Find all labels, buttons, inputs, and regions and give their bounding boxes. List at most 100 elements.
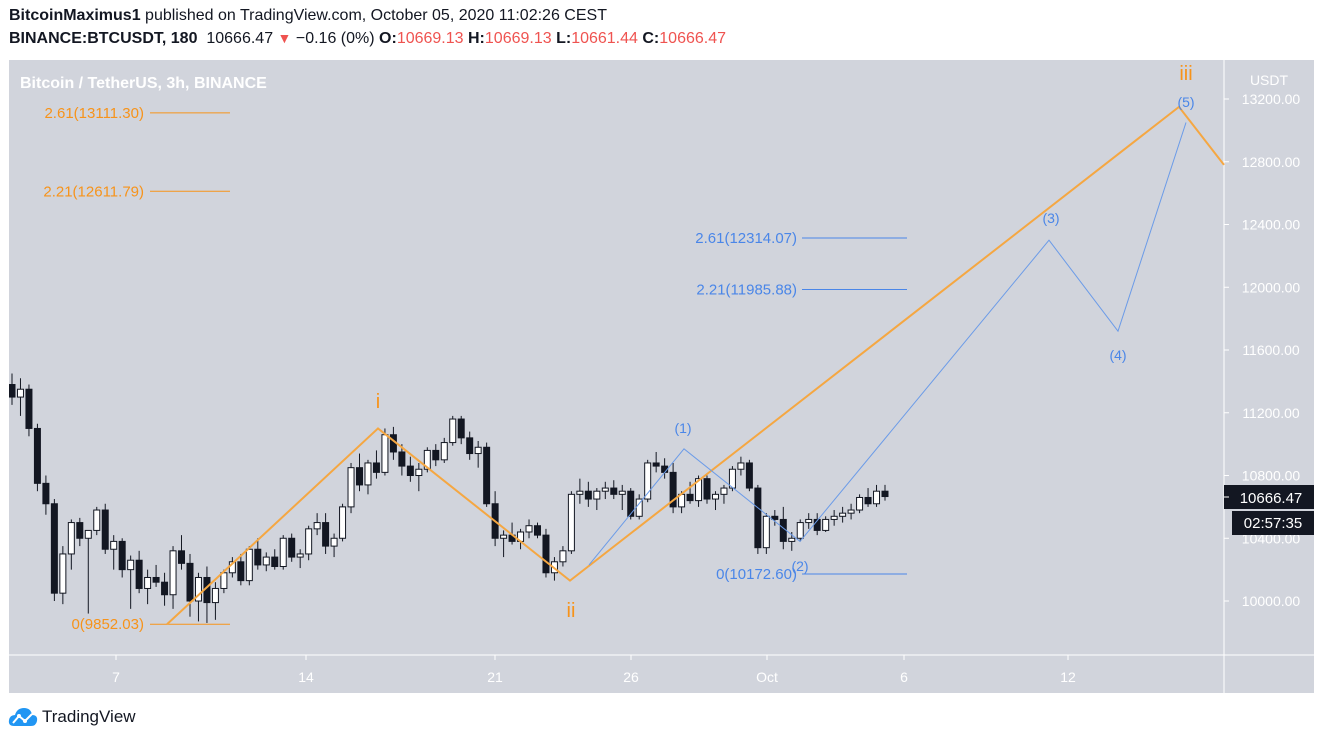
candle-up [169, 550, 177, 596]
candle-up [618, 490, 626, 495]
candle-up [873, 490, 881, 505]
candle-up [279, 537, 287, 568]
candle-down [406, 465, 414, 477]
tradingview-footer[interactable]: TradingView [8, 706, 136, 728]
candle-down [8, 384, 16, 398]
close-label: C: [642, 30, 660, 47]
candle-down [745, 462, 753, 489]
candle-down [254, 548, 262, 566]
candle-up [347, 467, 355, 508]
fib-extension-orange[interactable]: 2.61(13111.30) 2.21(12611.79) 0(9852.03) [43, 105, 230, 633]
candle-up [59, 553, 67, 594]
candle-up [110, 540, 118, 550]
candle-down [652, 462, 660, 467]
candle-up [720, 487, 728, 495]
publish-header: BitcoinMaximus1 published on TradingView… [9, 7, 607, 25]
price-tick-label: 10000.00 [1242, 593, 1301, 609]
candle-down [864, 496, 872, 505]
candle-down [779, 518, 787, 542]
time-tick-label: 26 [623, 669, 639, 685]
chart-legend: Bitcoin / TetherUS, 3h, BINANCE [20, 75, 267, 92]
time-tick-label: 12 [1060, 669, 1076, 685]
candle-down [533, 525, 541, 536]
candle-down [457, 418, 465, 439]
candle-up [822, 518, 830, 531]
candle-up [211, 587, 219, 604]
price-axis[interactable]: 13200.00 12800.00 12400.00 12000.00 11600.00… [1224, 91, 1300, 609]
candle-down [161, 581, 169, 596]
candle-down [483, 446, 491, 505]
candle-up [567, 493, 575, 552]
wave-label-blue: (1) [674, 420, 691, 436]
fib-orange-level-label: 2.21(12611.79) [43, 183, 144, 200]
fib-orange-level-label: 0(9852.03) [71, 616, 144, 633]
fib-blue-level-label: 2.21(11985.88) [696, 281, 797, 298]
candle-down [118, 540, 126, 571]
candle-down [288, 537, 296, 558]
last-price: 10666.47 [206, 30, 274, 47]
candle-up [144, 576, 152, 589]
tradingview-brand: TradingView [42, 707, 136, 726]
wave-label-orange: ii [567, 600, 576, 622]
candle-down [356, 467, 364, 486]
time-tick-label: 14 [298, 669, 314, 685]
last-price-label: 10666.47 [1240, 490, 1303, 507]
high-label: H: [468, 30, 485, 47]
candle-up [695, 478, 703, 502]
candle-up [830, 515, 838, 520]
candle-up [305, 528, 313, 555]
candle-down [372, 462, 380, 473]
elliott-wave-paths[interactable] [166, 105, 1225, 625]
candle-up [245, 548, 253, 582]
candle-up [194, 576, 202, 602]
candle-up [788, 537, 796, 542]
candle-up [262, 556, 270, 566]
candle-up [440, 442, 448, 461]
candle-up [220, 572, 228, 589]
fib-orange-level-label: 2.61(13111.30) [44, 105, 144, 122]
fib-blue-level-label: 2.61(12314.07) [695, 230, 797, 247]
time-axis[interactable]: 7 14 21 26 Oct 6 12 [112, 655, 1076, 685]
candle-up [805, 518, 813, 524]
candle-down [76, 522, 84, 539]
countdown-tag: 02:57:35 [1232, 511, 1314, 535]
symbol-header: BINANCE:BTCUSDT, 180 10666.47 ▼ −0.16 (0… [9, 30, 726, 48]
candle-up [856, 496, 864, 511]
high-value: 10669.13 [484, 30, 552, 47]
candle-up [576, 490, 584, 495]
candle-down [186, 562, 194, 602]
last-price-tag: 10666.47 [1224, 485, 1314, 509]
candle-down [771, 515, 779, 520]
chart-container[interactable]: 13200.00 12800.00 12400.00 12000.00 11600.00… [8, 60, 1314, 693]
candle-up [601, 487, 609, 492]
candle-down [686, 493, 694, 502]
author-name[interactable]: BitcoinMaximus1 [9, 7, 141, 24]
candle-up [449, 418, 457, 444]
price-tick-label: 11600.00 [1242, 342, 1300, 358]
candle-down [754, 487, 762, 549]
open-value: 10669.13 [396, 30, 464, 47]
candle-down [398, 451, 406, 467]
chart-canvas[interactable]: 13200.00 12800.00 12400.00 12000.00 11600.00… [8, 60, 1314, 693]
wave-label-orange: i [376, 391, 380, 413]
down-arrow-icon: ▼ [277, 30, 292, 46]
wave-label-blue: (3) [1042, 210, 1059, 226]
candle-down [610, 487, 618, 495]
price-tick-label: 13200.00 [1242, 91, 1301, 107]
time-tick-label: 7 [112, 669, 120, 685]
candle-up [796, 522, 804, 539]
candle-up [847, 509, 855, 514]
price-tick-label: 10800.00 [1242, 468, 1301, 484]
candle-up [93, 509, 101, 531]
orange-wave-path[interactable] [166, 105, 1225, 625]
candle-up [839, 512, 847, 517]
candle-down [432, 449, 440, 461]
candle-up [500, 534, 508, 539]
fib-extension-blue[interactable]: 2.61(12314.07) 2.21(11985.88) 0(10172.60) [695, 230, 907, 583]
time-tick-label: 6 [900, 669, 908, 685]
candle-down [152, 576, 160, 583]
candle-up [737, 462, 745, 470]
wave-label-blue: (4) [1109, 347, 1126, 363]
blue-wave-path[interactable] [588, 122, 1187, 566]
candle-down [42, 482, 50, 505]
